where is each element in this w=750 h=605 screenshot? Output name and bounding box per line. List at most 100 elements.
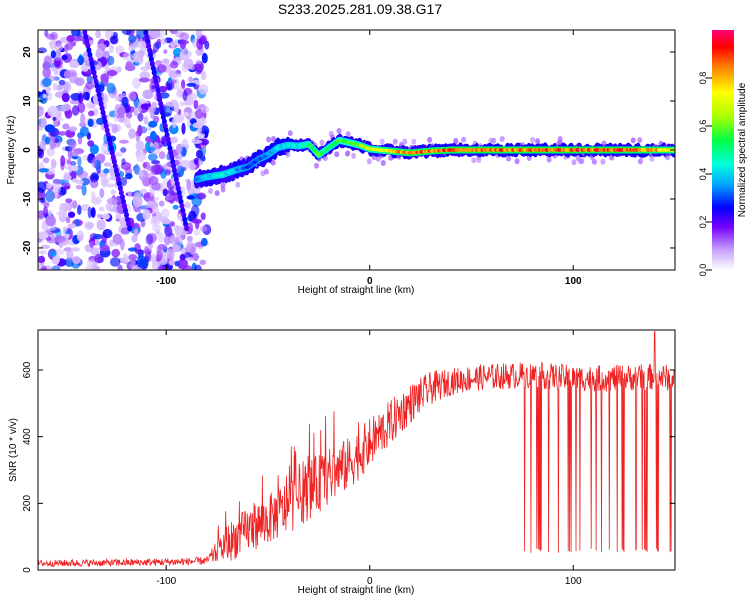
noise-streak [161, 118, 167, 125]
ridge-halo [319, 139, 325, 146]
noise-blob [132, 77, 142, 89]
noise-blob [75, 179, 84, 185]
x-tick-label: -100 [156, 276, 176, 287]
noise-streak [83, 33, 89, 40]
noise-streak [89, 60, 95, 67]
noise-blob [169, 30, 178, 35]
noise-blob [120, 227, 130, 235]
noise-blob [173, 113, 185, 123]
noise-streak [126, 220, 132, 227]
noise-blob [89, 174, 95, 182]
noise-blob [45, 33, 56, 40]
noise-blob [186, 241, 192, 251]
noise-streak [116, 180, 122, 187]
noise-blob [198, 84, 209, 95]
noise-blob [61, 103, 72, 112]
noise-blob [76, 230, 84, 242]
noise-blob [81, 184, 87, 196]
noise-blob [160, 38, 168, 45]
noise-blob [100, 143, 107, 154]
noise-blob [55, 248, 65, 255]
ridge-halo [579, 158, 585, 165]
noise-blob [169, 60, 179, 69]
noise-blob [191, 204, 200, 217]
noise-blob [89, 144, 99, 155]
noise-blob [179, 253, 186, 261]
noise-streak [167, 145, 173, 152]
noise-blob [139, 188, 148, 194]
noise-blob [66, 249, 74, 261]
noise-blob [54, 186, 59, 199]
noise-blob [55, 111, 62, 119]
noise-blob [193, 99, 199, 110]
ridge-halo [402, 138, 408, 145]
noise-blob [132, 195, 143, 208]
noise-blob [66, 159, 71, 165]
noise-streak [171, 163, 177, 169]
noise-blob [85, 81, 95, 90]
noise-blob [180, 159, 192, 169]
noise-blob [147, 106, 154, 115]
noise-blob [124, 64, 136, 72]
snr-ylabel: SNR (10 * v/v) [8, 418, 19, 482]
noise-blob [188, 92, 198, 100]
noise-blob [38, 231, 49, 240]
noise-streak [160, 109, 165, 116]
noise-blob [74, 218, 80, 227]
noise-blob [70, 93, 82, 101]
noise-blob [68, 126, 78, 132]
ridge-halo [471, 157, 477, 164]
ridge-halo [499, 136, 505, 142]
noise-blob [49, 250, 57, 258]
noise-blob [114, 95, 121, 102]
ridge-halo [379, 138, 385, 145]
snr-series-line [38, 331, 675, 567]
noise-streak [181, 212, 187, 218]
noise-blob [47, 105, 59, 117]
y-tick-label: 20 [22, 46, 33, 58]
noise-streak [163, 127, 169, 134]
noise-blob [172, 204, 179, 210]
noise-blob [195, 30, 203, 40]
noise-blob [137, 40, 148, 49]
noise-blob [94, 159, 102, 170]
noise-blob [192, 122, 202, 128]
noise-blob [199, 36, 206, 45]
noise-blob [111, 248, 120, 258]
noise-blob [86, 75, 93, 84]
noise-streak [153, 78, 159, 85]
noise-blob [200, 105, 210, 114]
noise-blob [136, 30, 146, 39]
noise-blob [170, 41, 176, 49]
ridge-halo [630, 137, 636, 144]
noise-blob [193, 157, 200, 165]
noise-blob [183, 111, 190, 117]
noise-blob [180, 248, 186, 255]
noise-blob [43, 202, 50, 208]
noise-blob [75, 184, 84, 190]
noise-blob [65, 216, 71, 224]
noise-blob [136, 151, 146, 163]
noise-blob [186, 179, 192, 191]
noise-blob [128, 91, 137, 102]
noise-blob [38, 168, 50, 173]
noise-streak [177, 194, 183, 201]
noise-streak [100, 109, 106, 116]
noise-blob [43, 55, 53, 66]
noise-blob [179, 39, 187, 50]
noise-blob [150, 164, 162, 176]
noise-blob [186, 82, 197, 87]
spectrogram-xlabel: Height of straight line (km) [298, 285, 415, 296]
noise-blob [87, 118, 94, 128]
noise-streak [183, 220, 189, 227]
noise-blob [199, 138, 209, 146]
noise-blob [116, 106, 126, 116]
noise-blob [99, 244, 110, 252]
noise-blob [90, 207, 96, 218]
noise-streak [169, 154, 175, 161]
noise-blob [65, 198, 73, 203]
noise-blob [52, 116, 57, 121]
noise-blob [61, 54, 68, 61]
noise-blob [113, 111, 119, 123]
